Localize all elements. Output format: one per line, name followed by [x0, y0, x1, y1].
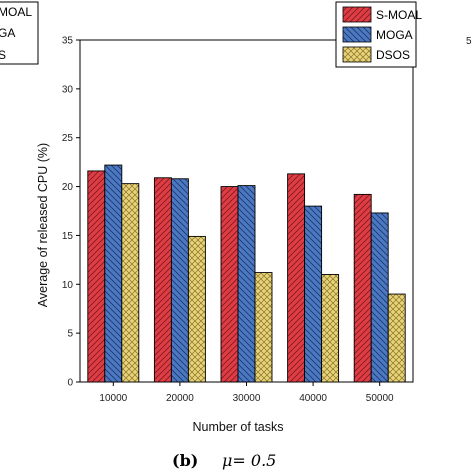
y-tick-label: 35: [62, 36, 74, 47]
bar-dsos-40000: [321, 274, 340, 383]
legend-swatch-s-moal: [342, 6, 372, 23]
x-ticks: 10000 20000 30000 40000 50000: [99, 382, 394, 404]
caption-text: μ= 0.5: [222, 451, 276, 470]
x-tick-label: 40000: [299, 393, 327, 404]
legend: S-MOAL MOGA DSOS: [335, 1, 422, 68]
bar-s-moal-30000: [220, 186, 239, 383]
left-legend-item-1: S-MOAL: [0, 5, 32, 19]
legend-swatch-dsos: [342, 46, 372, 63]
bar-moga-40000: [304, 205, 323, 383]
y-tick-label: 30: [62, 84, 74, 95]
bar-moga-50000: [370, 212, 389, 383]
y-ticks: 0 5 10 15 20 25 30 35: [62, 36, 80, 389]
bar-moga-10000: [104, 164, 123, 383]
legend-swatch-moga: [342, 26, 372, 43]
x-axis-label: Number of tasks: [192, 420, 283, 434]
bar-dsos-20000: [187, 235, 206, 383]
left-legend-item-2: GA: [0, 26, 15, 40]
left-legend-item-3: S: [0, 48, 6, 62]
bar-s-moal-10000: [87, 170, 106, 383]
caption-label: (b): [172, 451, 198, 470]
caption: (b) μ= 0.5: [172, 451, 276, 470]
x-tick-label: 20000: [166, 393, 194, 404]
y-tick-label: 25: [62, 133, 74, 144]
bar-moga-20000: [170, 178, 189, 383]
bar-dsos-10000: [121, 183, 140, 383]
bar-dsos-30000: [254, 272, 273, 383]
bar-dsos-50000: [387, 293, 406, 383]
bar-s-moal-20000: [153, 177, 172, 383]
bar-s-moal-40000: [287, 173, 306, 383]
x-tick-label: 30000: [233, 393, 261, 404]
y-tick-label: 0: [67, 378, 73, 389]
y-tick-label: 15: [62, 231, 74, 242]
left-legend-fragment: S-MOAL GA S: [0, 1, 39, 65]
legend-label-dsos: DSOS: [376, 48, 410, 62]
right-edge-fragment: 5: [466, 36, 472, 47]
y-tick-label: 20: [62, 182, 74, 193]
y-tick-label: 10: [62, 280, 74, 291]
legend-label-moga: MOGA: [376, 28, 413, 42]
y-axis-label: Average of released CPU (%): [36, 143, 50, 307]
x-tick-label: 50000: [366, 393, 394, 404]
bar-s-moal-50000: [353, 193, 372, 383]
y-tick-label: 5: [67, 329, 73, 340]
bars: [87, 164, 406, 383]
bar-moga-30000: [237, 185, 256, 383]
x-tick-label: 10000: [99, 393, 127, 404]
legend-label-s-moal: S-MOAL: [376, 8, 422, 22]
left-legend-box: [0, 1, 39, 65]
